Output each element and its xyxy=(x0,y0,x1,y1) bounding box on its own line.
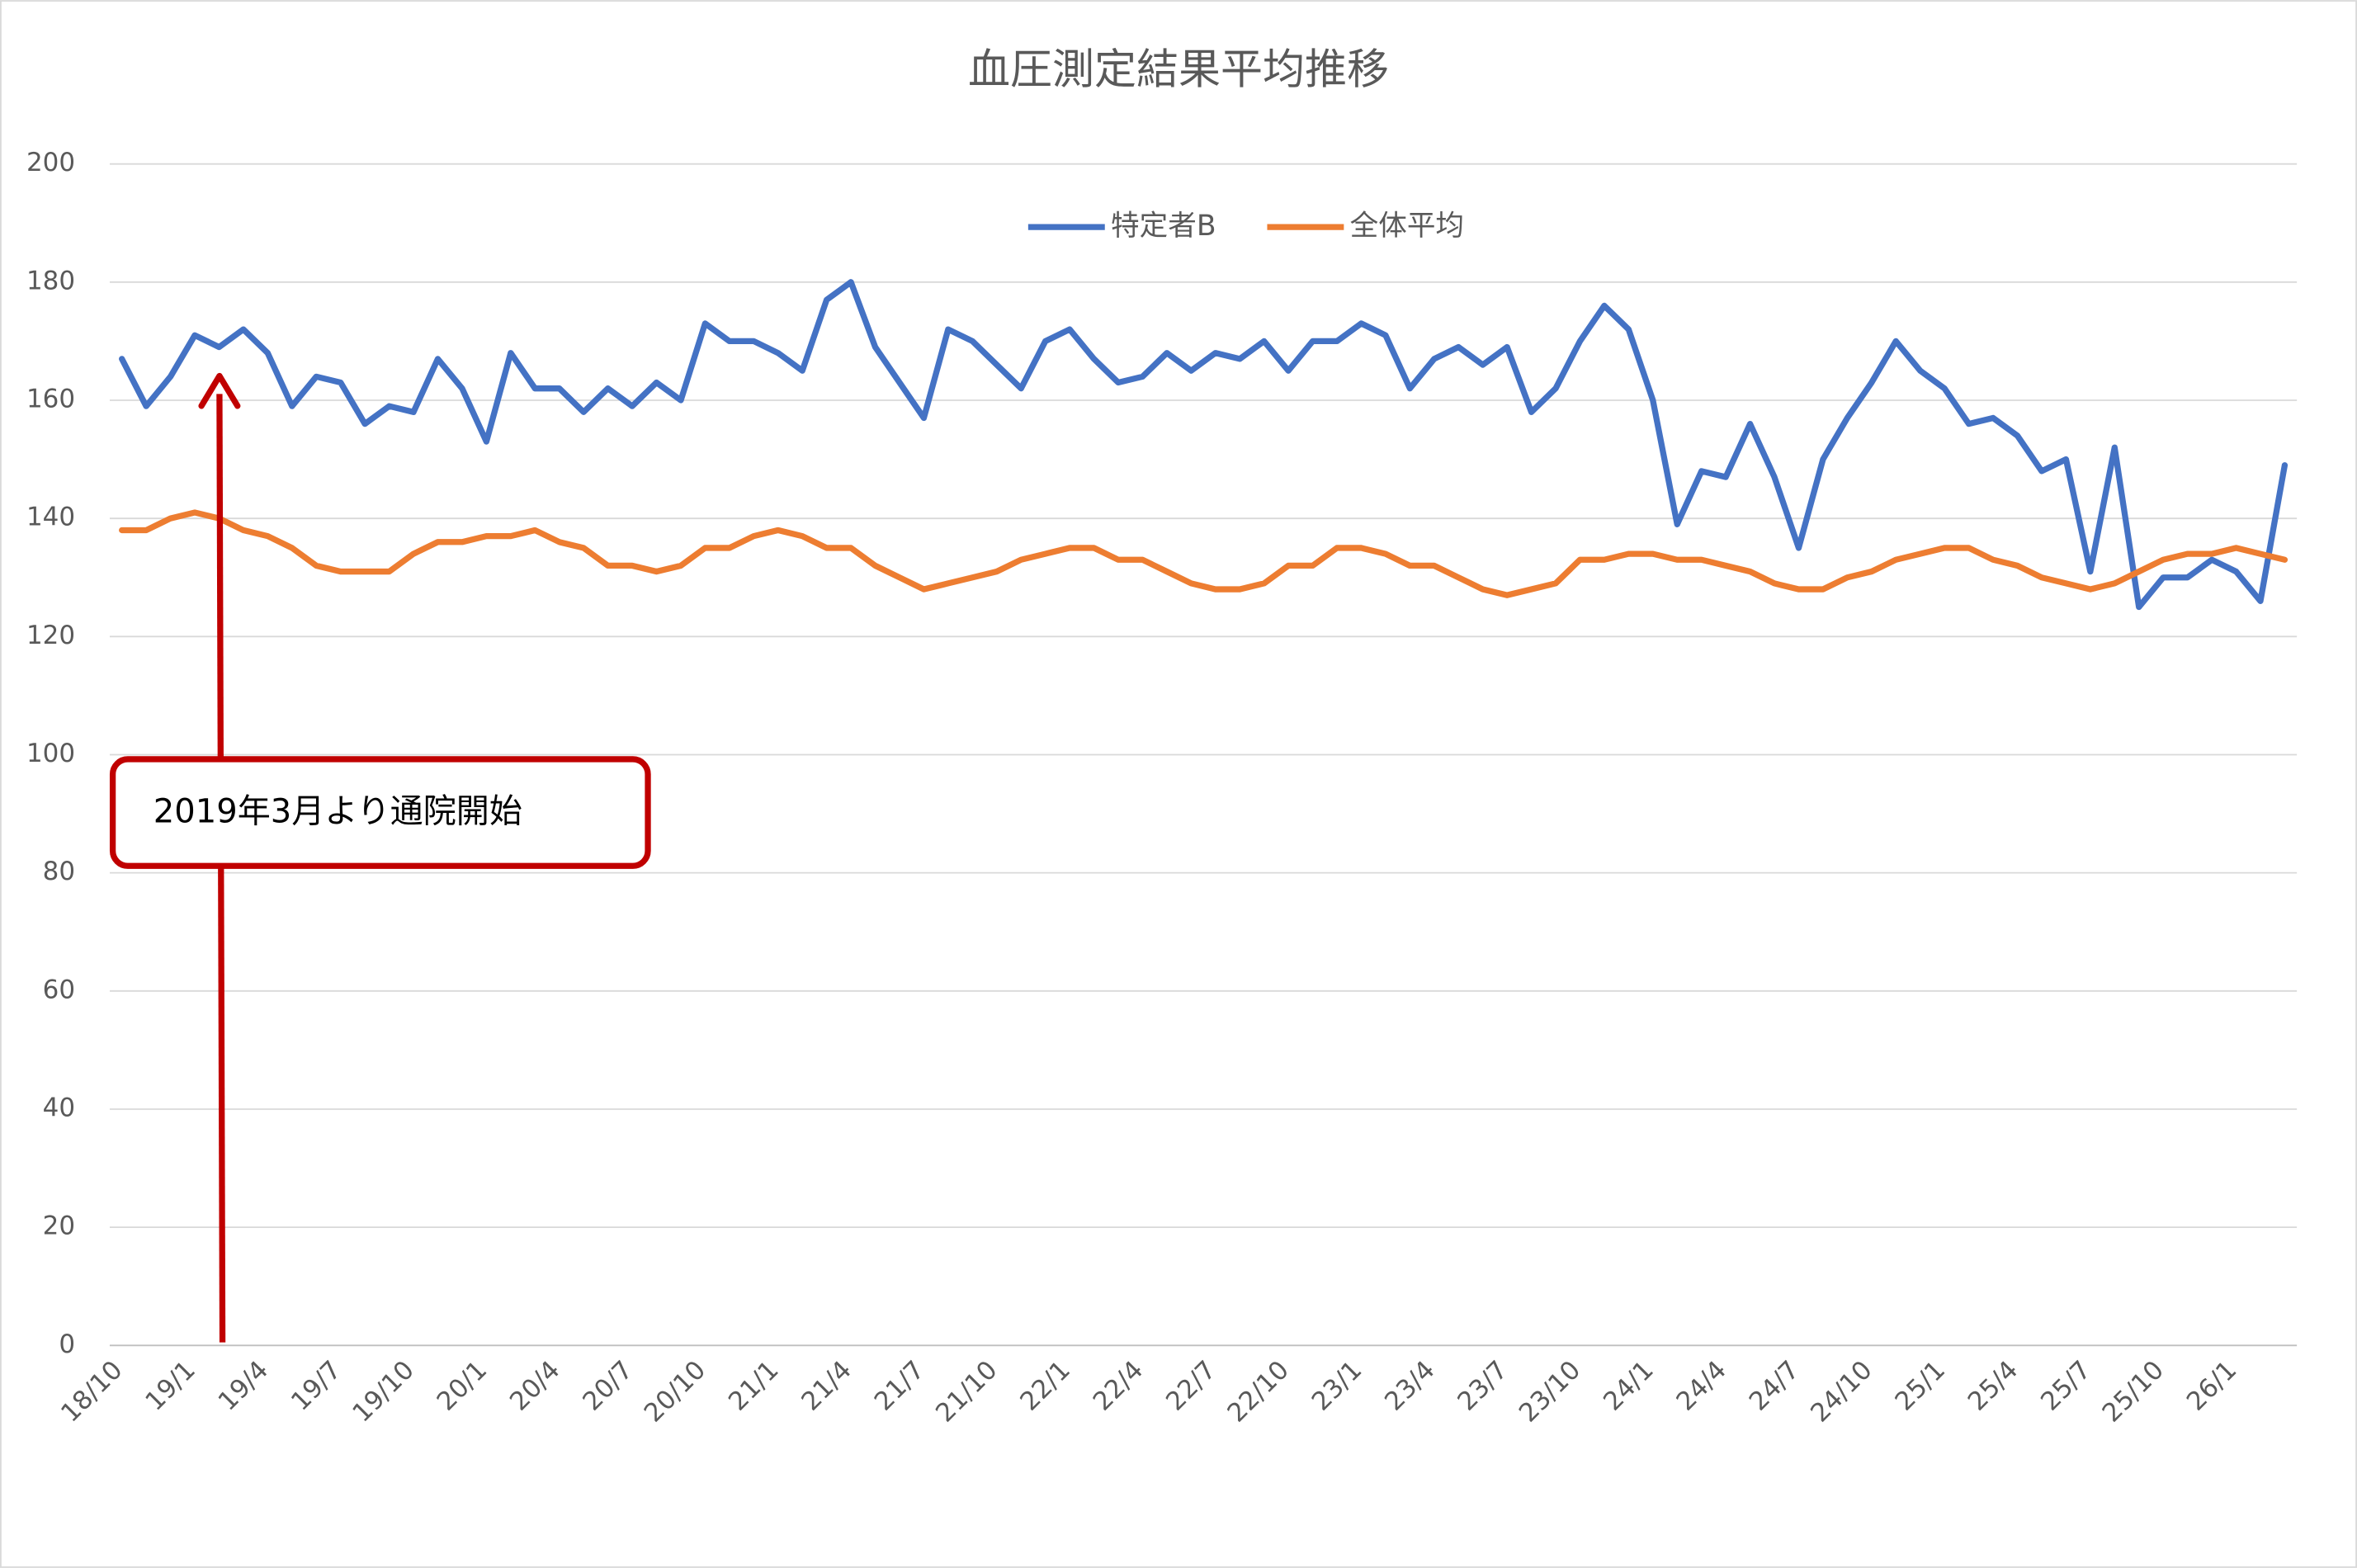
legend-label: 全体平均 xyxy=(1350,210,1464,243)
y-tick-label: 60 xyxy=(43,975,75,1004)
y-tick-label: 0 xyxy=(59,1329,75,1359)
y-tick-label: 200 xyxy=(26,148,75,177)
annotation-arrowhead xyxy=(198,372,241,409)
y-tick-label: 80 xyxy=(43,857,75,886)
y-tick-label: 40 xyxy=(43,1093,75,1122)
series-line xyxy=(119,509,2289,598)
y-tick-label: 20 xyxy=(43,1211,75,1241)
chart-title: 血圧測定結果平均推移 xyxy=(968,46,1389,95)
y-tick-label: 120 xyxy=(26,621,75,650)
legend-label: 特定者B xyxy=(1111,210,1216,243)
y-tick-label: 100 xyxy=(26,739,75,768)
y-tick-label: 180 xyxy=(26,266,75,295)
annotation-box xyxy=(109,756,651,869)
y-tick-label: 160 xyxy=(26,384,75,413)
y-tick-label: 140 xyxy=(26,503,75,532)
annotation-text: 2019年3月より通院開始 xyxy=(154,793,522,831)
series-line xyxy=(119,279,2289,611)
